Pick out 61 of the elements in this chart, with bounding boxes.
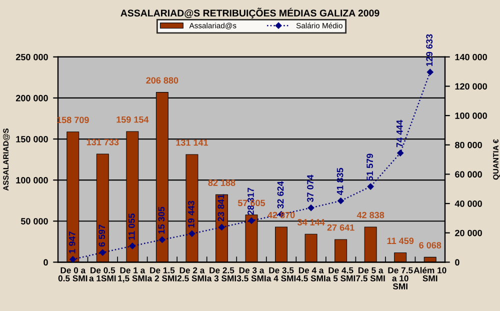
data-label: 15 305 (158, 206, 165, 234)
data-label: 1 947 (68, 232, 76, 254)
y2-tick-label: 100 000 (455, 112, 487, 119)
y-tick-label: 250 000 (16, 54, 48, 60)
point (367, 183, 374, 190)
data-label: 51 579 (366, 154, 373, 181)
point (70, 256, 76, 262)
point (397, 150, 404, 156)
data-label: 82 188 (208, 180, 236, 186)
point (129, 242, 136, 250)
data-label: 19 443 (188, 200, 194, 228)
y2-tick-label: 20 000 (455, 230, 482, 236)
y2-tick-label: 80 000 (455, 142, 482, 148)
data-label: 131 733 (86, 138, 119, 146)
data-label: 11 459 (387, 238, 414, 244)
data-label: 23 841 (218, 194, 224, 222)
x-tick-label: De 4.5 a 5 SMI (326, 267, 356, 282)
y-tick-label: 200 000 (16, 94, 48, 102)
y2-tick-label: 40 000 (454, 200, 482, 207)
data-label: 6 597 (98, 224, 106, 247)
y-tick-label: 150 000 (16, 136, 48, 142)
y2-tick-label: 120 000 (455, 83, 487, 90)
y-tick-label: 50 000 (20, 218, 48, 224)
x-tick-label: Além 10 SMI (414, 266, 446, 282)
data-label: 27 641 (327, 224, 354, 231)
x-tick-label: De 4 a 4.5 SMI (296, 267, 326, 282)
x-tick-label: De 0.5 a 1SMI (89, 267, 116, 282)
data-label: 129 633 (426, 34, 433, 66)
data-label: 32 624 (277, 181, 284, 209)
x-tick-label: De 1.5 a 2 SMI (148, 267, 176, 282)
data-label: 11 055 (128, 214, 135, 240)
point (218, 224, 225, 230)
data-label: 131 141 (176, 139, 208, 146)
y-tick-label: 0 (44, 259, 48, 266)
point (188, 230, 196, 237)
point (338, 198, 344, 204)
y2-tick-label: 140 000 (455, 54, 487, 60)
x-tick-label: De 1 a 1,5 SMI (118, 267, 147, 283)
y-tick-label: 100 000 (16, 177, 48, 184)
point (248, 218, 255, 224)
x-tick-label: De 3 a 3.5 SMI (236, 267, 266, 282)
data-label: 6 068 (419, 242, 442, 248)
data-label: 41 835 (336, 168, 344, 196)
point (159, 236, 166, 243)
point (308, 204, 314, 211)
data-label: 206 880 (146, 77, 178, 84)
data-label: 74 444 (396, 120, 403, 148)
x-tick-label: De 3.5 a 4 SMI (266, 267, 296, 282)
y2-tick-label: 0 (455, 259, 460, 266)
point (426, 68, 434, 76)
x-tick-label: De 5 a 7.5 SMI (356, 267, 385, 282)
chart-title: ASSALARIAD@S RETRIBUIÇÕES MÉDIAS GALIZA 2009 (120, 8, 380, 18)
data-label: 159 154 (116, 116, 149, 123)
x-tick-label: De 7.5 a 10 SMI (388, 267, 413, 290)
y2-tick-label: 60 000 (455, 171, 482, 178)
data-label: 37 074 (307, 174, 314, 202)
x-tick-label: De 2.5 a 3 SMI (207, 267, 236, 282)
x-tick-label: De 0 a 0.5 SMI (58, 267, 88, 282)
point (100, 249, 106, 256)
data-label: 42 838 (356, 212, 384, 218)
x-tick-label: De 2 a 2.5 SMI (177, 267, 206, 282)
